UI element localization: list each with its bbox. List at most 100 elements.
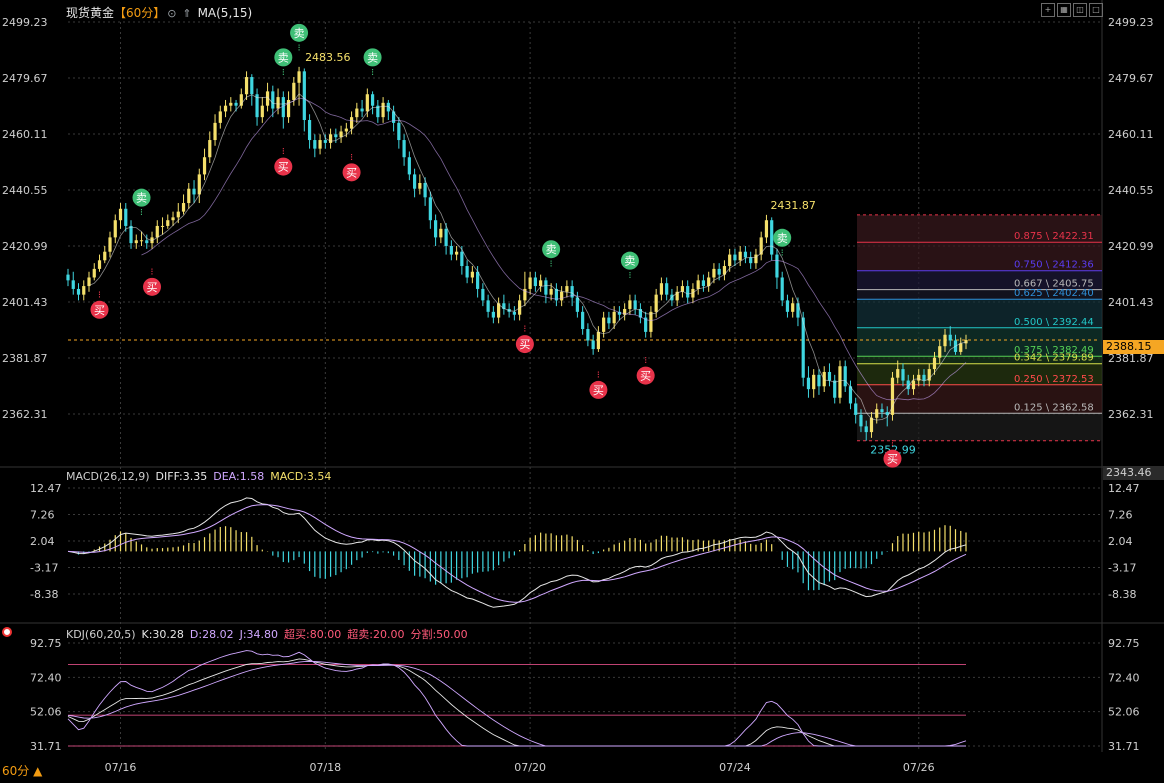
candle-body	[281, 97, 285, 118]
sell-signal-label: 卖	[278, 51, 289, 64]
candle-body	[376, 105, 380, 118]
candle-body	[155, 225, 159, 238]
candle-body	[780, 277, 784, 301]
y-tick-right: 2499.23	[1108, 16, 1154, 29]
candle-body	[481, 288, 485, 301]
y-tick-right: 2381.87	[1108, 352, 1154, 365]
candle-body	[911, 380, 916, 390]
candle-body	[575, 297, 579, 312]
record-dot-icon[interactable]	[2, 627, 12, 637]
kdj-k-line	[67, 658, 966, 747]
candle-body	[250, 77, 254, 95]
buy-signal-icon	[883, 449, 902, 468]
candle-body	[654, 294, 658, 312]
candle-body	[318, 140, 322, 149]
candle-body	[890, 377, 895, 415]
candle-body	[486, 300, 490, 312]
candle-body	[307, 120, 312, 141]
crosshair-icon[interactable]: +	[1041, 3, 1055, 17]
macd-tick-left: 7.26	[30, 508, 55, 521]
macd-tick-right: -3.17	[1108, 562, 1136, 575]
candle-body	[192, 188, 196, 195]
y-tick-right: 2401.43	[1108, 296, 1154, 309]
sell-signal-icon	[274, 48, 293, 67]
candle-body	[444, 228, 448, 246]
candle-body	[659, 283, 664, 295]
candle-body	[764, 220, 769, 238]
candle-body	[560, 291, 564, 301]
fib-level-label: 0.125 \ 2362.58	[1014, 402, 1094, 413]
buy-signal-arrow: ⁝	[891, 439, 894, 450]
candle-body	[397, 122, 401, 141]
period-label[interactable]: 【60分】	[114, 6, 166, 20]
candle-body	[612, 311, 616, 324]
period-button[interactable]: 60分 ▲	[2, 764, 43, 778]
sell-signal-arrow: ⁝	[282, 67, 285, 78]
candle-body	[87, 277, 91, 287]
candle-body	[176, 211, 180, 218]
sell-signal-icon	[363, 48, 382, 67]
grid-icon[interactable]: ▦	[1057, 3, 1071, 17]
kdj-k: K:30.28	[141, 628, 184, 641]
candle-body	[696, 280, 700, 289]
candle-body	[334, 134, 338, 138]
kdj-overbought: 超买:80.00	[284, 628, 342, 641]
maximize-icon[interactable]: □	[1089, 3, 1103, 17]
buy-signal-arrow: ⁝	[523, 324, 526, 335]
candle-body	[932, 357, 937, 370]
macd-diff: DIFF:3.35	[155, 470, 208, 483]
candle-body	[439, 228, 443, 238]
ma-line-5	[88, 93, 967, 421]
candle-body	[470, 271, 474, 278]
y-tick-left: 2460.11	[2, 128, 48, 141]
candle-body	[502, 303, 506, 309]
settings-icon[interactable]: ⊙	[167, 7, 177, 20]
candle-body	[827, 371, 832, 381]
candle-body	[602, 317, 606, 332]
fib-band	[857, 270, 1102, 290]
fib-level-label: 0.750 \ 2412.36	[1014, 260, 1094, 271]
candle-body	[848, 386, 853, 404]
candle-body	[554, 288, 558, 301]
candle-body	[113, 220, 117, 238]
candle-body	[139, 240, 144, 242]
buy-signal-label: 买	[94, 304, 105, 317]
sell-signal-arrow: ⁝	[371, 67, 374, 78]
candle-body	[76, 288, 81, 295]
kdj-title: KDJ(60,20,5)	[66, 628, 136, 641]
candle-body	[118, 208, 123, 221]
candle-body	[297, 71, 301, 83]
candle-body	[244, 77, 249, 95]
sell-signal-arrow: ⁝	[297, 43, 300, 54]
kdj-tick-right: 52.06	[1108, 706, 1140, 719]
candle-body	[82, 286, 86, 295]
candle-body	[743, 251, 748, 258]
candle-body	[581, 311, 585, 330]
candle-body	[722, 266, 727, 275]
high-label-1: 2483.56	[305, 51, 351, 64]
candle-body	[596, 331, 600, 350]
sell-signal-arrow: ⁝	[140, 208, 143, 219]
y-tick-left: 2420.99	[2, 240, 48, 253]
x-tick: 07/20	[514, 761, 546, 774]
arrow-up-icon[interactable]: ⇑	[182, 7, 192, 20]
buy-signal-icon	[274, 157, 293, 176]
chart-header: 现货黄金【60分】 ⊙ ⇑ MA(5,15)	[66, 4, 252, 21]
candle-body	[386, 102, 390, 112]
candle-body	[381, 102, 385, 118]
current-price-tag: 2388.15	[1103, 340, 1164, 354]
split-icon[interactable]: ◫	[1073, 3, 1087, 17]
kdj-split: 分割:50.00	[410, 628, 468, 641]
candle-body	[276, 97, 280, 109]
fib-level-label: 0.667 \ 2405.75	[1014, 279, 1094, 290]
sell-signal-icon	[773, 228, 792, 247]
candle-body	[712, 268, 716, 278]
y-tick-right: 2440.55	[1108, 184, 1154, 197]
sell-signal-icon	[132, 188, 151, 207]
candle-body	[854, 403, 858, 415]
sell-signal-icon	[290, 23, 309, 42]
candle-body	[943, 334, 947, 347]
buy-signal-label: 买	[346, 166, 357, 179]
sell-signal-arrow: ⁝	[781, 248, 784, 259]
ma-label[interactable]: MA(5,15)	[197, 6, 253, 20]
